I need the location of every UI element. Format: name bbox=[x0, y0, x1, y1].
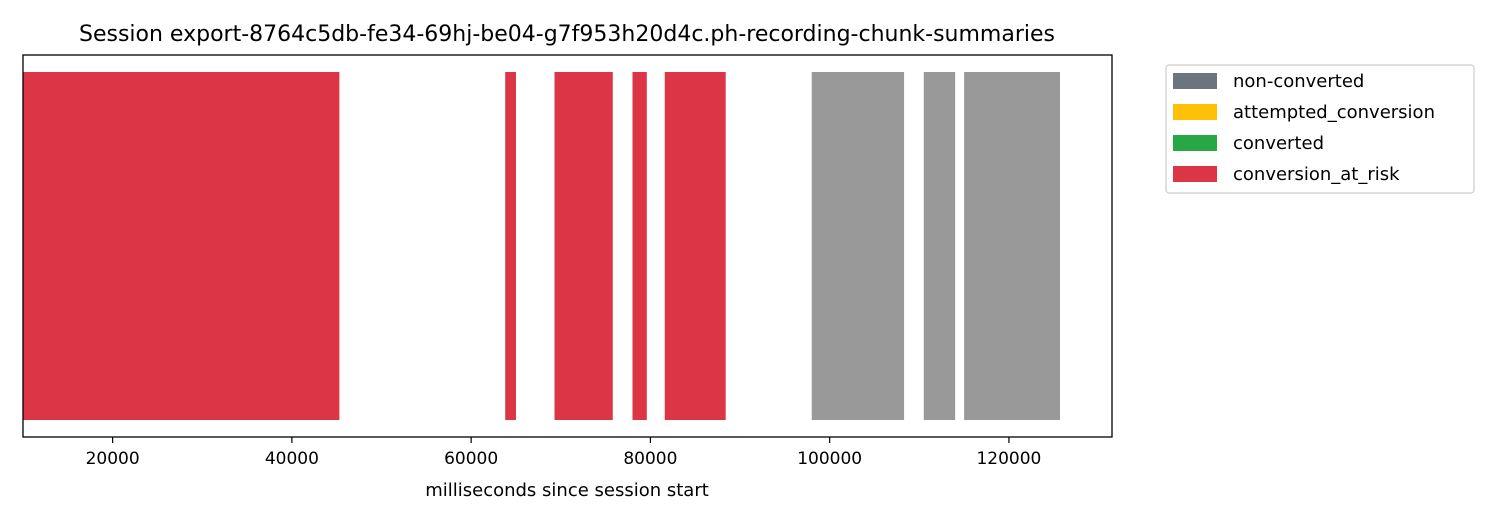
segment-conversion_at_risk-3 bbox=[632, 72, 647, 420]
legend-swatch-converted bbox=[1173, 135, 1217, 151]
segment-conversion_at_risk-4 bbox=[664, 72, 726, 420]
segment-non-converted-5 bbox=[811, 72, 905, 420]
x-tick-label: 40000 bbox=[265, 449, 319, 469]
plot-area bbox=[23, 72, 1061, 420]
legend-label-conversion_at_risk: conversion_at_risk bbox=[1233, 164, 1400, 185]
legend-swatch-conversion_at_risk bbox=[1173, 166, 1217, 182]
legend-label-non-converted: non-converted bbox=[1233, 71, 1364, 92]
legend-frame bbox=[1165, 64, 1475, 194]
chart-title: Session export-8764c5db-fe34-69hj-be04-g… bbox=[79, 22, 1055, 47]
x-tick-label: 100000 bbox=[797, 449, 862, 469]
x-tick-label: 60000 bbox=[444, 449, 498, 469]
segment-conversion_at_risk-2 bbox=[554, 72, 613, 420]
x-tick-label: 20000 bbox=[86, 449, 140, 469]
x-tick-label: 80000 bbox=[623, 449, 677, 469]
legend-label-converted: converted bbox=[1233, 133, 1324, 154]
legend: non-converted attempted_conversionconvert… bbox=[1165, 64, 1475, 194]
plot-frame bbox=[22, 54, 1113, 438]
legend-swatch-non-converted bbox=[1173, 73, 1217, 89]
segment-conversion_at_risk-1 bbox=[505, 72, 516, 420]
x-tick-label: 120000 bbox=[976, 449, 1041, 469]
legend-label-attempted_conversion: attempted_conversion bbox=[1233, 102, 1435, 123]
x-axis-label: milliseconds since session start bbox=[425, 480, 709, 501]
segment-non-converted-6 bbox=[923, 72, 956, 420]
x-axis: 20000 40000 60000 80000 100000 120000 bbox=[86, 437, 1041, 469]
segment-non-converted-7 bbox=[964, 72, 1061, 420]
legend-swatch-attempted_conversion bbox=[1173, 104, 1217, 120]
segment-conversion_at_risk-0 bbox=[23, 72, 340, 420]
